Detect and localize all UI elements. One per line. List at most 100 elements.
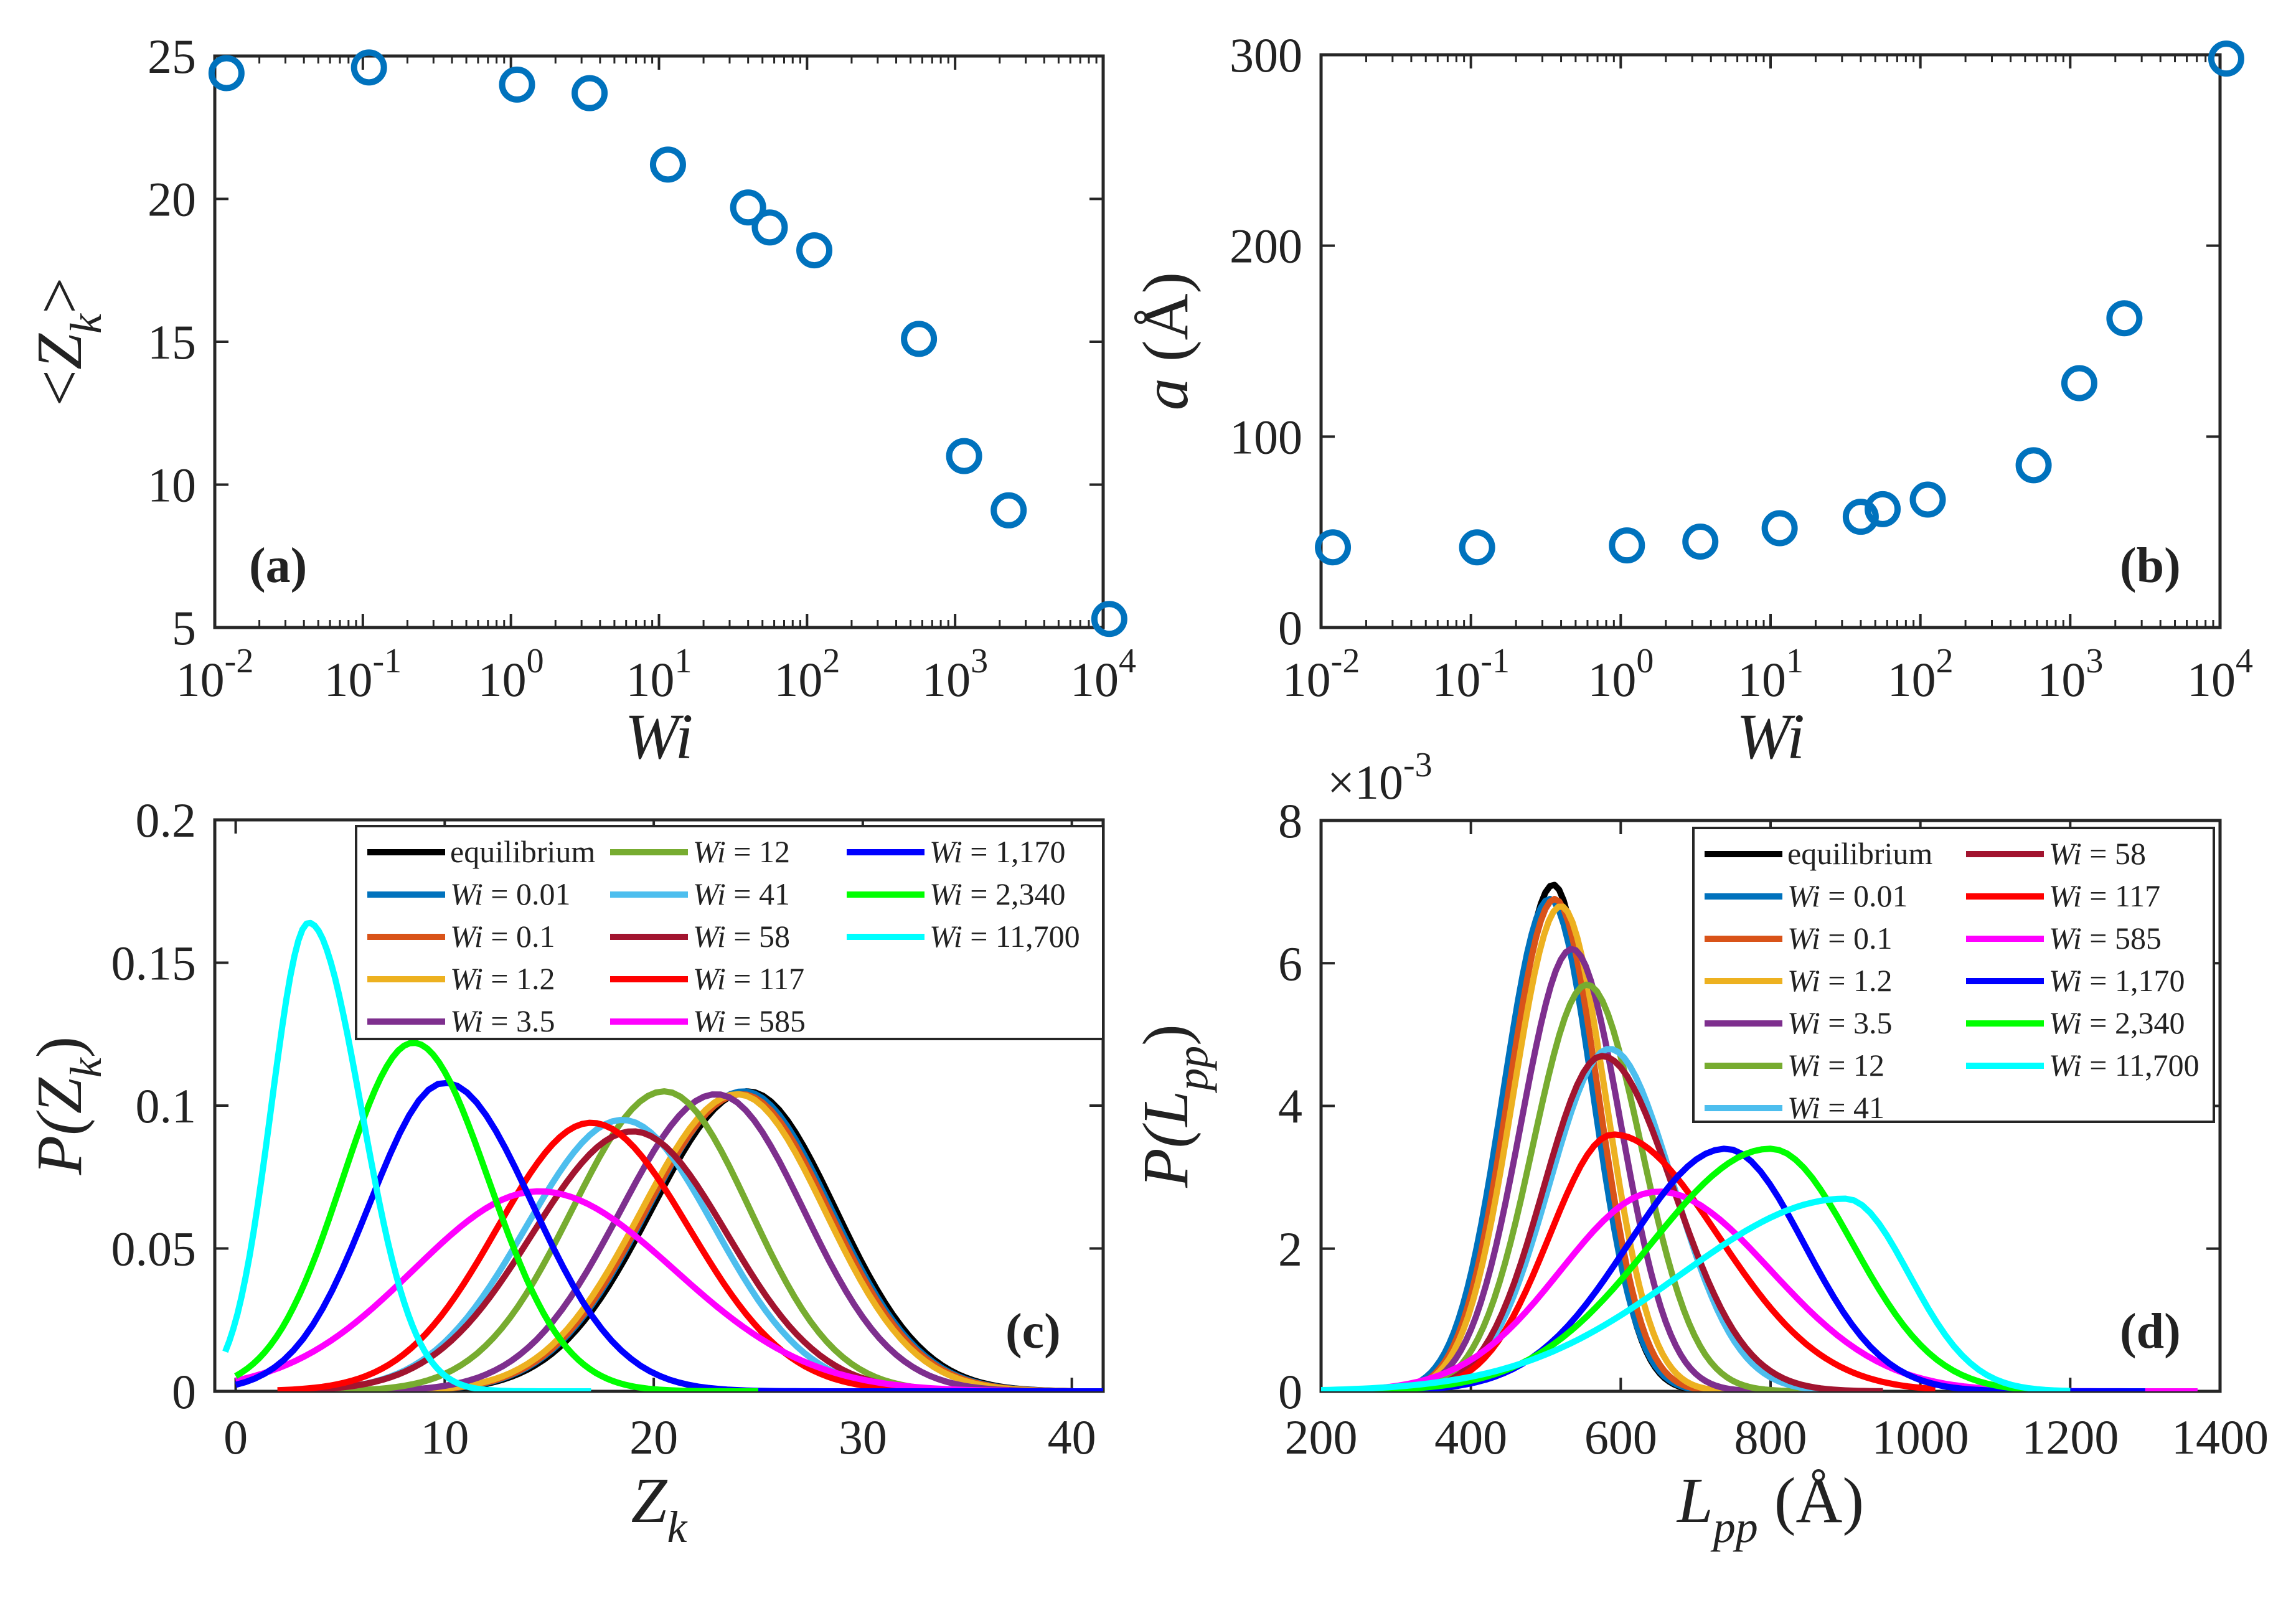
y-tick-label: 2 — [1278, 1222, 1302, 1276]
series-line-11 — [234, 1040, 758, 1391]
legend-box — [1692, 827, 2215, 1123]
legend-label: Wi = 117 — [693, 961, 804, 996]
legend-label: Wi = 117 — [2049, 878, 2160, 913]
data-point — [1865, 491, 1901, 527]
y-tick-label: 25 — [148, 29, 196, 83]
legend: equilibrium Wi = 0.01 Wi = 0.1 Wi = 1.2 Wi =… — [1692, 827, 2215, 1125]
legend: equilibrium Wi = 0.01 Wi = 0.1 Wi = 1.2 Wi =… — [355, 825, 1104, 1040]
legend-label: Wi = 11,700 — [929, 919, 1080, 954]
legend-label: Wi = 3.5 — [450, 1004, 555, 1038]
data-point — [796, 232, 833, 269]
y-tick-label: 8 — [1278, 794, 1302, 848]
x-tick-label: 101 — [626, 642, 692, 707]
y-tick-label: 0.2 — [136, 793, 197, 847]
legend-label: Wi = 1.2 — [450, 961, 555, 996]
series-group — [222, 919, 1103, 1391]
panel-b: 10-2 10-1 100 101 102 103 104 0 100 200 300 Wi a (Å)… — [1130, 28, 2253, 773]
data-point — [1459, 529, 1495, 566]
legend-label: Wi = 1,170 — [2049, 963, 2185, 998]
legend-label: Wi = 585 — [2049, 921, 2162, 956]
series-line-4 — [319, 1091, 1072, 1391]
y-tick-label: 10 — [148, 458, 196, 512]
legend-label: Wi = 11,700 — [2049, 1048, 2200, 1083]
y-tick-label: 0 — [1278, 601, 1302, 655]
legend-label: Wi = 12 — [1787, 1048, 1884, 1083]
data-point — [2208, 40, 2244, 77]
series-line-9 — [235, 1188, 1009, 1391]
x-tick-label: 10-2 — [1282, 642, 1360, 707]
x-tick-label: 103 — [922, 642, 988, 707]
x-tick-label: 20 — [629, 1410, 678, 1464]
series-line-0 — [340, 1088, 1072, 1391]
series-line-12 — [1321, 1195, 2071, 1391]
x-tick-label: 1200 — [2021, 1410, 2119, 1464]
x-tick-label: 10-1 — [1432, 642, 1510, 707]
data-point — [901, 321, 938, 357]
x-axis-label: Wi — [625, 701, 694, 773]
legend-label: Wi = 12 — [693, 834, 790, 869]
legend-label: Wi = 585 — [693, 1004, 806, 1038]
legend-label: Wi = 2,340 — [929, 877, 1066, 911]
data-point — [1682, 524, 1719, 560]
legend-label: Wi = 0.01 — [1787, 878, 1908, 913]
panel-label: (c) — [1005, 1304, 1061, 1359]
series-line-8 — [277, 1119, 947, 1391]
series-line-1 — [340, 1088, 1072, 1391]
data-point — [572, 75, 608, 111]
x-axis-label: Lpp (Å) — [1676, 1465, 1864, 1552]
legend-label: Wi = 3.5 — [1787, 1005, 1893, 1040]
x-tick-label: 10 — [420, 1410, 469, 1464]
x-tick-label: 102 — [774, 642, 840, 707]
data-point — [1609, 527, 1645, 564]
series-line-2 — [1321, 896, 1733, 1391]
panel-label: (a) — [249, 538, 307, 593]
data-point — [730, 189, 766, 226]
data-point — [946, 438, 982, 474]
series-line-11 — [1321, 1145, 2071, 1391]
x-tick-label: 40 — [1048, 1410, 1096, 1464]
x-tick-label: 0 — [223, 1410, 248, 1464]
y-tick-label: 20 — [148, 172, 196, 227]
panel-label: (b) — [2120, 538, 2181, 593]
y-tick-label: 200 — [1230, 219, 1302, 273]
x-tick-label: 30 — [839, 1410, 887, 1464]
legend-label: Wi = 0.1 — [450, 919, 555, 954]
y-tick-label: 0 — [1278, 1365, 1302, 1419]
series-line-2 — [340, 1091, 1072, 1391]
data-point — [1909, 481, 1946, 518]
axes-box — [213, 54, 1105, 629]
x-tick-label: 200 — [1285, 1410, 1358, 1464]
legend-label: Wi = 58 — [2049, 836, 2146, 871]
series-line-12 — [222, 919, 591, 1391]
series-group — [1321, 881, 2198, 1391]
x-tick-label: 104 — [2187, 642, 2253, 707]
y-tick-label: 15 — [148, 315, 196, 369]
legend-box — [355, 825, 1104, 1040]
x-tick-label: 1000 — [1872, 1410, 1969, 1464]
series-line-10 — [235, 1079, 1103, 1391]
data-point — [2106, 300, 2143, 337]
y-tick-label: 6 — [1278, 936, 1302, 990]
data-point — [751, 209, 788, 246]
data-point — [2061, 365, 2097, 402]
panel-d: 200 400 600 800 1000 1200 1400 0 2 4 6 8 ×10-3 Lpp (Å… — [1130, 746, 2269, 1552]
y-axis-label: a (Å) — [1130, 272, 1202, 410]
x-tick-label: 102 — [1888, 642, 1954, 707]
y-exponent-label: ×10-3 — [1327, 746, 1433, 809]
x-axis-label: Wi — [1736, 701, 1805, 773]
x-axis-label: Zk — [631, 1465, 689, 1552]
x-tick-label: 100 — [478, 642, 544, 707]
legend-label: Wi = 1,170 — [929, 834, 1066, 869]
legend-label: Wi = 58 — [693, 919, 790, 954]
x-tick-label: 800 — [1734, 1410, 1807, 1464]
y-tick-label: 5 — [172, 601, 196, 655]
data-point — [1761, 510, 1798, 547]
x-tick-label: 10-1 — [324, 642, 402, 707]
legend-label: Wi = 41 — [1787, 1090, 1884, 1125]
y-tick-label: 100 — [1230, 410, 1302, 464]
y-tick-label: 0 — [172, 1365, 196, 1419]
x-tick-label: 101 — [1738, 642, 1804, 707]
data-point — [990, 492, 1027, 529]
data-point — [499, 66, 535, 103]
